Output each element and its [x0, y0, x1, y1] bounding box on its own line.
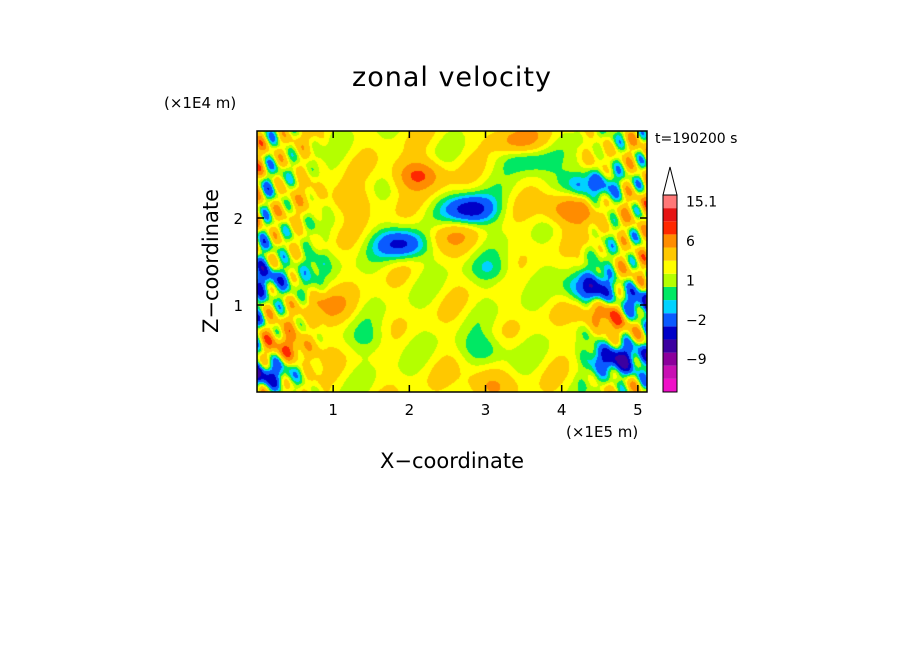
x-tick-label: 4: [557, 401, 567, 419]
plot-frame: [256, 130, 648, 393]
colorbar-overflow-arrow: [662, 166, 678, 196]
colorbar: 15.1 6 1 −2 −9: [662, 166, 717, 393]
x-tick-label: 2: [405, 401, 415, 419]
colorbar-swatch: [663, 326, 677, 340]
x-axis-label: X−coordinate: [380, 449, 524, 473]
colorbar-swatch: [663, 221, 677, 235]
contour-field: [257, 131, 647, 392]
colorbar-swatch: [663, 260, 677, 274]
colorbar-swatch: [663, 300, 677, 314]
colorbar-swatch: [663, 286, 677, 301]
colorbar-frame: [662, 194, 678, 393]
x-unit-label: (×1E5 m): [566, 423, 638, 441]
y-axis-label: Z−coordinate: [199, 189, 223, 333]
colorbar-swatch: [663, 247, 677, 261]
y-tick-label: 2: [233, 210, 243, 228]
x-tick-label: 5: [633, 401, 643, 419]
colorbar-label: 6: [686, 234, 695, 250]
colorbar-swatch: [663, 273, 677, 287]
colorbar-label: 15.1: [686, 195, 717, 211]
colorbar-label: 1: [686, 273, 695, 289]
x-tick-label: 3: [481, 401, 491, 419]
y-unit-label: (×1E4 m): [164, 94, 236, 112]
time-label: t=190200 s: [655, 131, 737, 147]
y-tick-label: 1: [233, 297, 243, 315]
colorbar-swatch: [663, 313, 677, 327]
y-axis: 12: [233, 210, 647, 315]
colorbar-swatch: [663, 378, 677, 392]
colorbar-swatch: [663, 195, 677, 209]
chart-title: zonal velocity: [352, 62, 552, 93]
colorbar-label: −9: [686, 352, 707, 368]
colorbar-swatch: [663, 352, 677, 366]
colorbar-swatch: [663, 234, 677, 248]
colorbar-swatch: [663, 365, 677, 379]
colorbar-label: −2: [686, 313, 707, 329]
x-axis: 1 2 3 4 5: [328, 131, 643, 419]
x-tick-label: 1: [328, 401, 338, 419]
colorbar-swatch: [663, 208, 677, 222]
plot-area: [256, 130, 648, 393]
colorbar-swatch: [663, 339, 677, 353]
